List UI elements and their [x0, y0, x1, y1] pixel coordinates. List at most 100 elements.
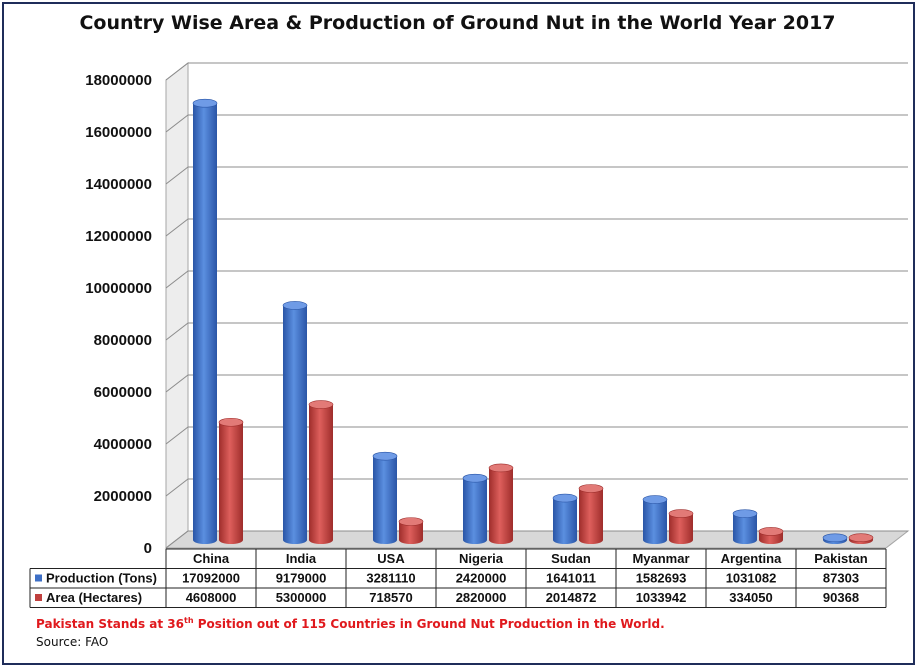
footnote-sup: th	[184, 616, 194, 625]
bar-body	[553, 498, 577, 540]
bar-top	[578, 484, 604, 493]
bar-body	[373, 456, 397, 540]
footnote-suffix: Position out of 115 Countries in Ground …	[193, 617, 665, 631]
gridline	[165, 62, 908, 81]
bar-area	[848, 533, 874, 544]
bar-body	[283, 305, 307, 540]
bar-top	[308, 400, 334, 409]
legend-label: Area (Hectares)	[46, 590, 142, 605]
bar-top	[822, 533, 848, 543]
y-tick-label: 0	[144, 540, 152, 557]
bar-area	[218, 417, 244, 544]
side-wall	[165, 61, 189, 550]
back-wall	[188, 63, 908, 531]
bar-area	[398, 517, 424, 544]
bar-top	[282, 301, 308, 310]
bar-base	[193, 536, 217, 544]
y-tick-label: 16000000	[85, 124, 152, 141]
bar-base	[643, 536, 667, 544]
y-tick-label: 2000000	[94, 488, 152, 505]
bar-body	[643, 499, 667, 540]
bar-body	[489, 467, 513, 540]
bar-production	[822, 533, 848, 544]
legend-swatch	[35, 574, 42, 582]
bar-production	[732, 509, 758, 544]
bar-top	[758, 527, 784, 536]
footnote-prefix: Pakistan Stands at 36	[36, 617, 185, 631]
bar-base	[463, 536, 487, 544]
bar-production	[642, 495, 668, 544]
gridline	[165, 478, 908, 497]
chart-title: Country Wise Area & Production of Ground…	[79, 12, 836, 34]
table-cell-value: 5300000	[276, 590, 327, 605]
category-label: India	[286, 551, 317, 566]
bar-body	[219, 422, 243, 540]
bar-base	[399, 536, 423, 544]
table-cell-value: 2014872	[546, 590, 597, 605]
bar-base	[283, 536, 307, 544]
gridline	[165, 270, 908, 289]
table-cell-value: 1641011	[546, 571, 596, 586]
category-label: Sudan	[551, 551, 591, 566]
bar-production	[552, 493, 578, 544]
bar-body	[579, 488, 603, 540]
bar-base	[733, 536, 757, 544]
bar-top	[218, 417, 244, 427]
bar-body	[193, 103, 217, 541]
bar-top	[848, 533, 874, 542]
bar-base	[669, 536, 693, 544]
bar-base	[579, 536, 603, 544]
bar-base	[489, 536, 513, 544]
table-cell-value: 87303	[823, 571, 859, 586]
bar-top	[462, 473, 488, 483]
bar-top	[192, 98, 218, 108]
table-cell-value: 2820000	[456, 590, 507, 605]
bar-top	[488, 463, 514, 473]
bar-body	[309, 404, 333, 540]
legend-swatch	[35, 594, 42, 601]
bar-base	[373, 536, 397, 544]
bar-body	[399, 521, 423, 540]
bar-area	[668, 509, 694, 544]
bar-base	[219, 536, 243, 544]
y-tick-label: 4000000	[94, 436, 152, 453]
bar-body	[669, 513, 693, 540]
source-text: Source: FAO	[36, 635, 109, 649]
category-label: USA	[377, 551, 405, 566]
bar-area	[308, 400, 334, 544]
bar-top	[552, 493, 578, 503]
bar-top	[732, 509, 758, 518]
table-cell-value: 17092000	[182, 571, 240, 586]
bar-top	[398, 517, 424, 526]
table-cell-value: 1033942	[636, 590, 687, 605]
bar-body	[733, 513, 757, 540]
gridline	[165, 218, 908, 237]
gridline	[165, 426, 908, 445]
gridline	[165, 374, 908, 393]
bar-base	[759, 536, 783, 544]
table-cell-value: 9179000	[276, 571, 327, 586]
table-cell-value: 3281110	[366, 571, 415, 586]
table-cell-value: 1582693	[636, 571, 687, 586]
bar-top	[642, 495, 668, 504]
table-cell-value: 2420000	[456, 571, 507, 586]
bar-base	[309, 536, 333, 544]
y-tick-label: 8000000	[94, 332, 152, 349]
floor	[164, 530, 910, 549]
table-cell-value: 90368	[823, 590, 859, 605]
legend-label: Production (Tons)	[46, 571, 157, 586]
bar-production	[282, 301, 308, 544]
table-cell-value: 718570	[369, 590, 412, 605]
category-label: China	[193, 551, 230, 566]
gridline	[165, 322, 908, 341]
y-tick-label: 6000000	[94, 384, 152, 401]
bar-top	[372, 451, 398, 461]
category-label: Myanmar	[632, 551, 689, 566]
gridline	[165, 530, 908, 549]
bar-production	[462, 473, 488, 544]
y-tick-label: 18000000	[85, 72, 152, 89]
bar-base	[553, 536, 577, 544]
y-tick-label: 14000000	[85, 176, 152, 193]
bar-production	[372, 451, 398, 544]
